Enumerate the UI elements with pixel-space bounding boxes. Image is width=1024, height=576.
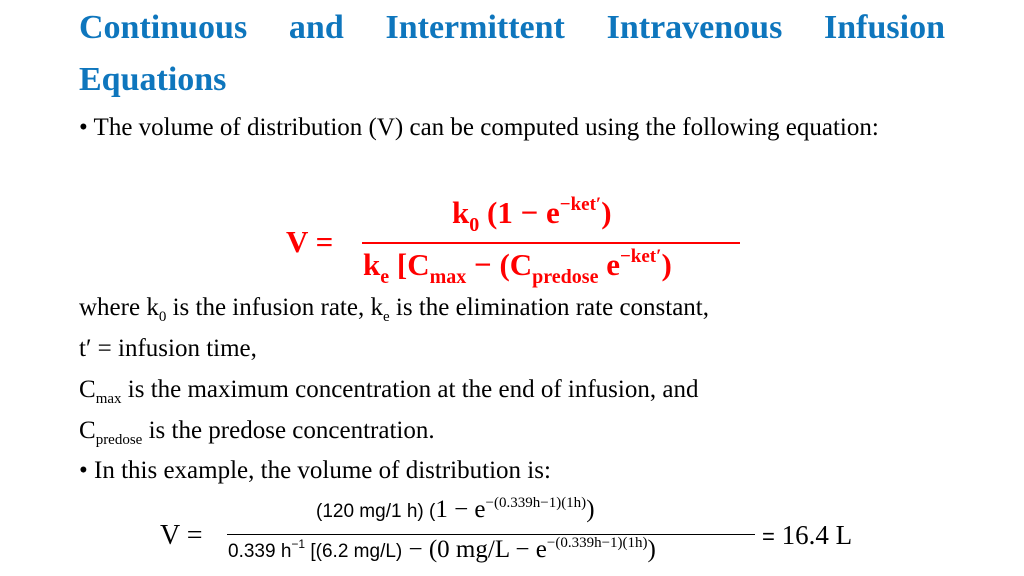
where-line-rates: where k0 is the infusion rate, ke is the… xyxy=(79,294,710,325)
fraction-bar xyxy=(362,242,740,244)
volume-formula-general: V = k0 (1 − e−ket′) ke [Cmax − (Cpredose… xyxy=(282,193,752,293)
bullet-example: • In this example, the volume of distrib… xyxy=(79,457,551,484)
where-line-cpredose: Cpredose is the predose concentration. xyxy=(79,417,435,448)
formula-lhs: V = xyxy=(286,224,334,259)
example-result: = 16.4 L xyxy=(762,520,853,550)
example-lhs: V = xyxy=(160,520,203,551)
formula-numerator: k0 (1 − e−ket′) xyxy=(452,194,612,236)
where-line-time: t′ = infusion time, xyxy=(79,335,257,362)
formula-denominator: ke [Cmax − (Cpredose e−ket′) xyxy=(363,246,672,288)
example-numerator: (120 mg/1 h) (1 − e−(0.339h−1)(1h)) xyxy=(316,495,595,524)
example-fraction-bar xyxy=(227,534,755,535)
page-title: Continuous and Intermittent Intravenous … xyxy=(79,9,945,98)
example-denominator: 0.339 h−1 [(6.2 mg/L) − (0 mg/L − e−(0.3… xyxy=(228,535,656,564)
volume-formula-example: V = (120 mg/1 h) (1 − e−(0.339h−1)(1h)) … xyxy=(150,496,870,572)
bullet-volume-intro: • The volume of distribution (V) can be … xyxy=(79,114,879,141)
where-line-cmax: Cmax is the maximum concentration at the… xyxy=(79,376,699,407)
